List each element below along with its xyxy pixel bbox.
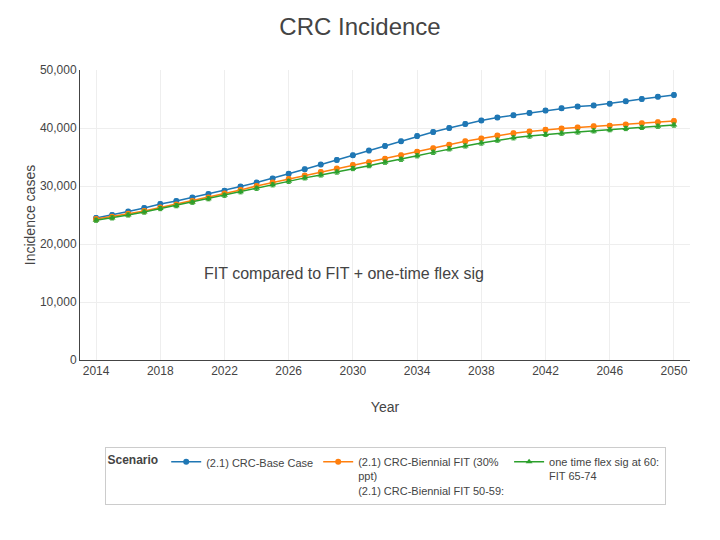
svg-text:Incidence cases: Incidence cases [22,165,38,265]
svg-text:FIT compared to FIT + one-time: FIT compared to FIT + one-time flex sig [204,265,484,282]
svg-text:one time flex sig at 60:FIT 65: one time flex sig at 60:FIT 65-74 [549,456,659,482]
svg-text:Year: Year [371,399,400,415]
svg-text:2050: 2050 [661,364,688,378]
svg-text:50,000: 50,000 [40,63,77,77]
svg-text:2018: 2018 [147,364,174,378]
svg-text:2046: 2046 [596,364,623,378]
svg-text:CRC Incidence: CRC Incidence [279,13,440,40]
svg-text:2026: 2026 [275,364,302,378]
svg-text:2022: 2022 [211,364,238,378]
svg-text:30,000: 30,000 [40,179,77,193]
svg-text:(2.1) CRC-Base Case: (2.1) CRC-Base Case [206,457,313,469]
svg-text:20,000: 20,000 [40,237,77,251]
svg-text:40,000: 40,000 [40,121,77,135]
svg-text:2030: 2030 [340,364,367,378]
svg-text:(2.1) CRC-Biennial FIT (30%ppt: (2.1) CRC-Biennial FIT (30%ppt)(2.1) CRC… [358,456,504,497]
svg-text:2014: 2014 [83,364,110,378]
svg-text:0: 0 [70,353,77,367]
svg-text:2038: 2038 [468,364,495,378]
svg-text:2034: 2034 [404,364,431,378]
svg-text:Scenario: Scenario [108,453,159,467]
svg-text:10,000: 10,000 [40,295,77,309]
svg-text:2042: 2042 [532,364,559,378]
